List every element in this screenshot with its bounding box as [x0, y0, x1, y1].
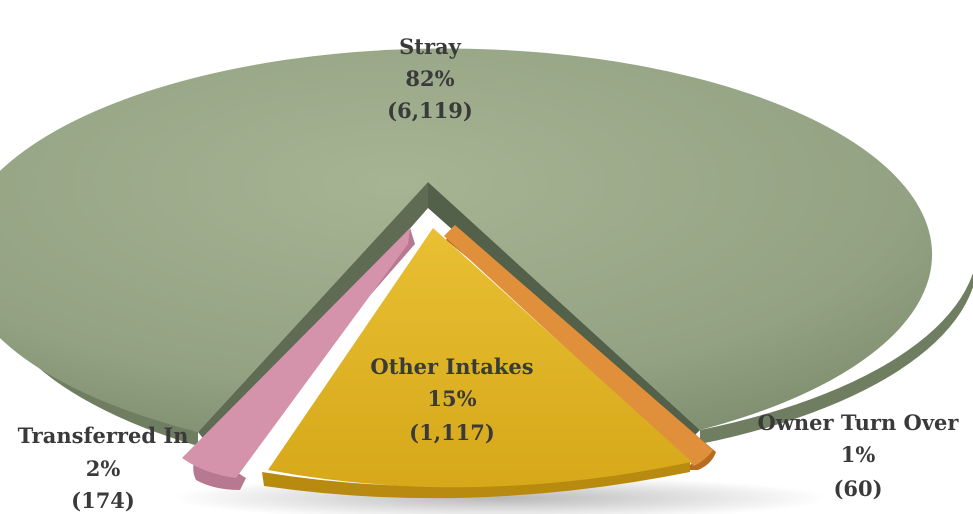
- slice-transferred-in: [182, 228, 410, 478]
- stray-count-label: (6,119): [387, 98, 473, 123]
- slice-owner-turn-over: [444, 225, 713, 466]
- stray-percent-label: 82%: [405, 66, 454, 91]
- transferred-in-category-label: Transferred In: [18, 423, 189, 448]
- other-intakes-percent-label: 15%: [427, 386, 476, 411]
- owner-turn-over-count-label: (60): [833, 476, 882, 501]
- transferred-in-percent-label: 2%: [86, 456, 121, 481]
- transferred-in-count-label: (174): [71, 488, 135, 513]
- owner-turn-over-percent-label: 1%: [841, 442, 876, 467]
- slice-stray: [0, 48, 933, 432]
- other-intakes-category-label: Other Intakes: [370, 354, 533, 379]
- other-intakes-count-label: (1,117): [409, 420, 495, 445]
- stray-category-label: Stray: [399, 34, 462, 59]
- slice-other-intakes: [268, 228, 692, 488]
- slice-other-intakes-side: [262, 460, 690, 499]
- owner-turn-over-category-label: Owner Turn Over: [758, 410, 960, 435]
- slice-stray-inner-wall-right: [428, 182, 700, 440]
